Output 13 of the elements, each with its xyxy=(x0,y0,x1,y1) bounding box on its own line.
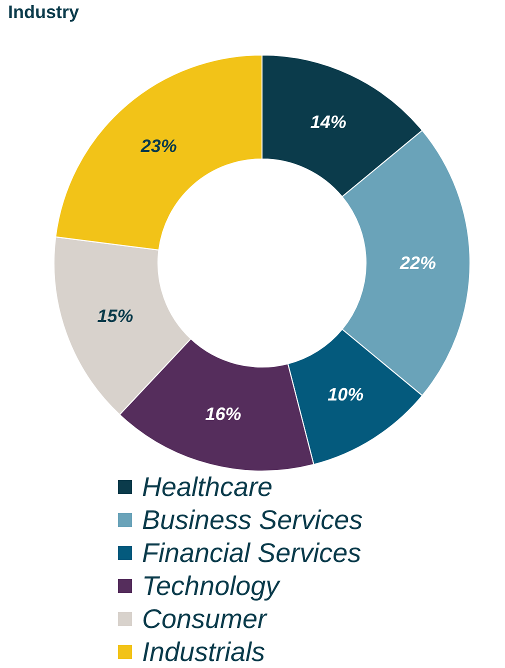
legend-label: Healthcare xyxy=(142,472,273,502)
data-label: 14% xyxy=(310,112,346,132)
chart-title: Industry xyxy=(8,2,80,23)
legend-label: Consumer xyxy=(142,604,267,634)
data-label: 22% xyxy=(398,253,436,273)
legend-label: Business Services xyxy=(142,504,363,534)
legend-label: Industrials xyxy=(142,636,266,666)
legend-label: Financial Services xyxy=(142,538,362,568)
data-label: 10% xyxy=(328,384,364,405)
data-label: 16% xyxy=(205,404,242,424)
legend-label: Technology xyxy=(142,570,280,600)
data-label: 23% xyxy=(140,136,177,156)
data-label: 15% xyxy=(97,306,134,326)
